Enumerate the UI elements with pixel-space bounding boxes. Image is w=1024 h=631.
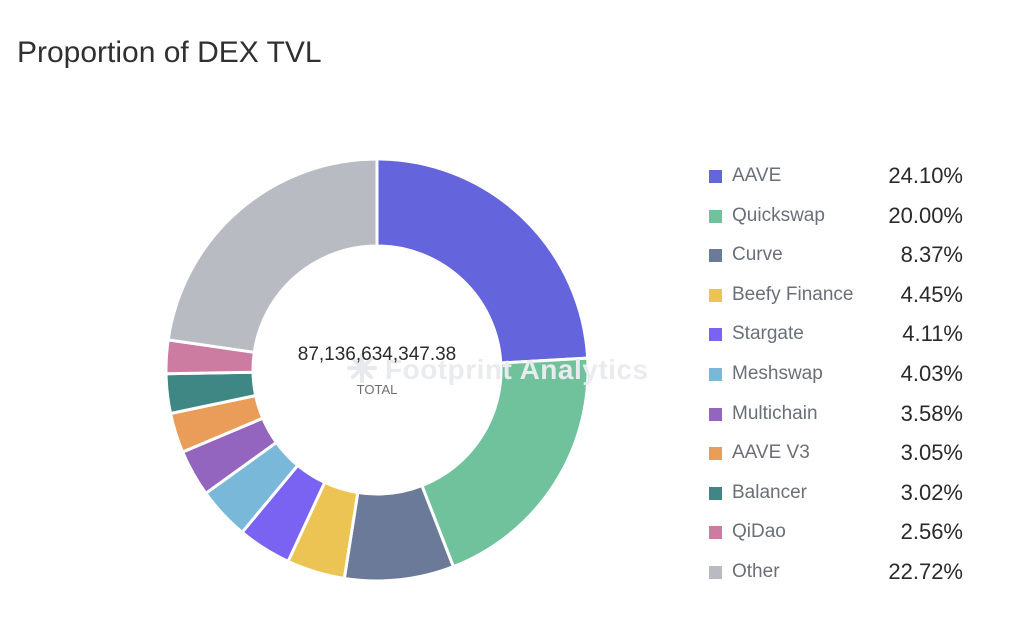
legend-percent: 22.72% xyxy=(888,558,963,584)
legend-label: Stargate xyxy=(732,323,804,345)
chart-title: Proportion of DEX TVL xyxy=(17,36,322,69)
legend-percent: 4.45% xyxy=(900,281,963,307)
legend-item[interactable]: Quickswap 20.00% xyxy=(707,200,967,240)
legend-percent: 24.10% xyxy=(888,163,963,188)
donut-slice[interactable] xyxy=(375,157,590,365)
legend-item[interactable]: Curve 8.37% xyxy=(707,239,967,279)
legend-percent: 3.02% xyxy=(900,479,963,505)
legend-percent: 4.11% xyxy=(902,321,963,347)
legend-item[interactable]: Meshswap 4.03% xyxy=(707,358,967,398)
legend-item[interactable]: Other 22.72% xyxy=(707,556,967,596)
donut-slice[interactable] xyxy=(166,157,379,355)
legend-percent: 3.05% xyxy=(900,440,963,466)
footprint-logo-icon xyxy=(347,353,377,383)
legend-label: Meshswap xyxy=(732,362,823,384)
donut-slice[interactable] xyxy=(419,356,590,569)
legend-swatch xyxy=(709,526,722,540)
legend-label: Beefy Finance xyxy=(732,283,854,305)
legend-swatch xyxy=(709,407,722,421)
legend-label: Balancer xyxy=(732,481,807,503)
legend-label: Multichain xyxy=(732,402,818,424)
legend-item[interactable]: Multichain 3.58% xyxy=(707,398,967,438)
legend-percent: 3.58% xyxy=(900,400,963,426)
legend-swatch xyxy=(709,170,722,183)
watermark-text: Footprint Analytics xyxy=(385,354,649,385)
legend-label: Other xyxy=(732,560,780,582)
watermark: Footprint Analytics xyxy=(345,351,649,386)
total-label: TOTAL xyxy=(356,382,398,397)
legend-label: AAVE V3 xyxy=(732,442,810,464)
legend-swatch xyxy=(709,486,722,500)
legend-label: AAVE xyxy=(732,165,782,186)
legend-item[interactable]: Stargate 4.11% xyxy=(707,318,967,358)
legend-swatch xyxy=(709,447,722,461)
legend-swatch xyxy=(709,209,722,223)
legend-label: QiDao xyxy=(732,521,786,543)
legend-item[interactable]: Balancer 3.02% xyxy=(707,477,967,517)
legend-label: Curve xyxy=(732,244,783,266)
legend-label: Quickswap xyxy=(732,204,825,226)
legend-item[interactable]: AAVE 24.10% xyxy=(707,160,967,200)
legend-item[interactable]: QiDao 2.56% xyxy=(707,516,967,556)
legend-percent: 8.37% xyxy=(900,242,963,268)
legend-percent: 2.56% xyxy=(900,519,963,545)
total-value: 87,136,634,347.38 xyxy=(297,344,457,365)
legend-swatch xyxy=(709,367,722,381)
legend-item[interactable]: AAVE V3 3.05% xyxy=(707,437,967,477)
legend-swatch xyxy=(709,565,722,579)
legend-swatch xyxy=(709,249,722,263)
legend-item[interactable]: Beefy Finance 4.45% xyxy=(707,279,967,319)
legend-swatch xyxy=(709,288,722,302)
legend-percent: 20.00% xyxy=(888,202,963,228)
legend: AAVE 24.10% Quickswap 20.00% Curve 8.37% Beefy… xyxy=(707,160,967,596)
legend-percent: 4.03% xyxy=(900,360,963,386)
legend-swatch xyxy=(709,328,722,342)
